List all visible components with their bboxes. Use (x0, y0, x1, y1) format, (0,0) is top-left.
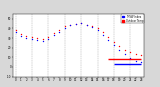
Point (64, 28, 66, 29)
Point (102, 31, 104, 33)
Point (102, 34, 104, 36)
Point (118, 45, 121, 46)
Point (74, 23, 77, 24)
Point (14, 31, 17, 33)
Point (113, 44, 115, 45)
Point (14, 30, 17, 31)
Point (36, 37, 39, 39)
Point (64, 26, 66, 27)
Point (52, 34, 55, 36)
Point (58, 31, 60, 33)
Point (140, 55, 143, 56)
Point (107, 36, 110, 38)
Point (91, 26, 93, 27)
Point (124, 49, 126, 50)
Point (25, 35, 28, 37)
Point (36, 39, 39, 41)
Point (85, 24, 88, 25)
Point (85, 24, 88, 25)
Point (118, 49, 121, 50)
Point (140, 61, 143, 63)
Point (129, 52, 132, 53)
Point (20, 35, 22, 37)
Point (42, 38, 44, 40)
Point (20, 33, 22, 35)
Point (91, 27, 93, 28)
Point (96, 28, 99, 29)
Point (80, 22, 82, 23)
Point (74, 23, 77, 24)
Point (135, 60, 137, 62)
Point (47, 36, 50, 38)
Point (42, 40, 44, 42)
Point (69, 25, 72, 26)
Point (47, 38, 50, 40)
Point (129, 58, 132, 59)
Point (25, 37, 28, 39)
Point (135, 54, 137, 55)
Point (31, 38, 33, 40)
Point (107, 39, 110, 41)
Point (58, 30, 60, 31)
Point (31, 36, 33, 38)
Point (96, 30, 99, 31)
Point (113, 41, 115, 43)
Legend: THSW Index, Outdoor Temp: THSW Index, Outdoor Temp (121, 14, 144, 23)
Point (52, 33, 55, 34)
Point (124, 54, 126, 55)
Point (69, 24, 72, 25)
Point (80, 22, 82, 23)
